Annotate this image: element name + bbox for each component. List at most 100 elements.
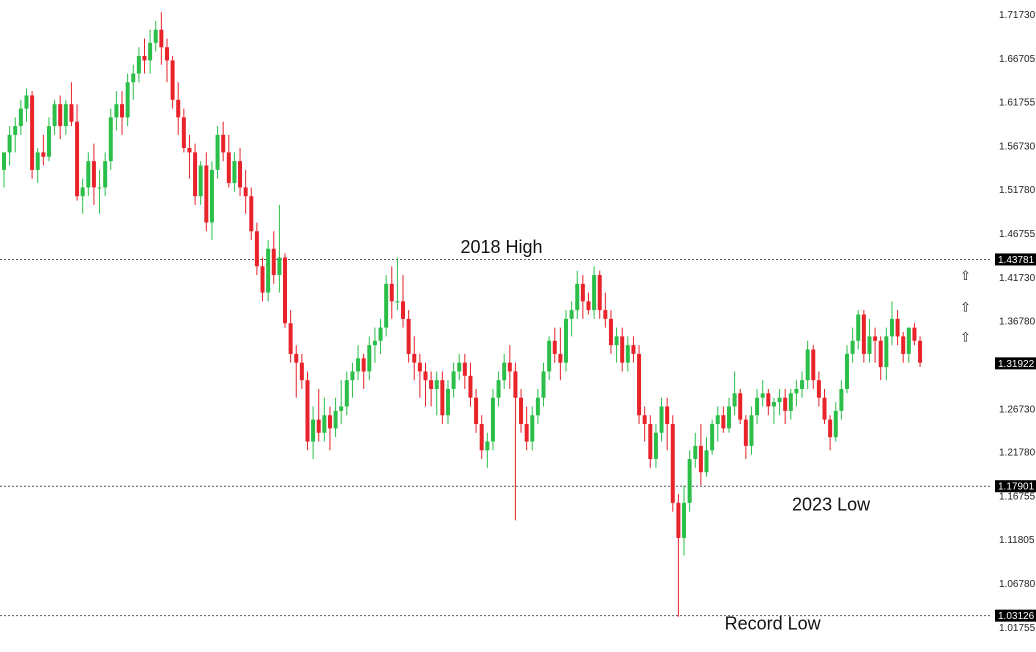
candle-down xyxy=(187,148,192,153)
candle-down xyxy=(665,406,670,424)
candle-down xyxy=(193,152,198,197)
price-markers: 1.43781 1.17901 1.03126 1.31922 xyxy=(995,253,1036,622)
candle-down xyxy=(670,424,675,503)
candle-up xyxy=(485,441,490,451)
candle-down xyxy=(249,196,254,232)
candle-up xyxy=(496,380,501,398)
candle-down xyxy=(462,362,467,376)
candle-down xyxy=(142,56,147,61)
candle-up xyxy=(136,56,141,74)
candle-up xyxy=(372,340,377,346)
y-tick-label: 1.46755 xyxy=(999,229,1036,240)
candle-up xyxy=(850,340,855,354)
up-arrow-icon: ⇧ xyxy=(960,330,971,345)
y-tick-label: 1.51780 xyxy=(999,185,1036,196)
candle-up xyxy=(490,397,495,442)
y-tick-label: 1.71730 xyxy=(999,10,1036,21)
annotation-label: 2018 High xyxy=(460,237,542,257)
candle-down xyxy=(597,275,602,311)
candle-up xyxy=(35,152,40,170)
candle-down xyxy=(552,340,557,354)
candle-down xyxy=(468,375,473,398)
candle-up xyxy=(46,126,51,157)
candle-up xyxy=(755,397,760,416)
candle-up xyxy=(715,415,720,424)
candle-up xyxy=(153,29,158,43)
candles xyxy=(2,12,923,617)
candle-up xyxy=(592,275,597,311)
candle-down xyxy=(918,340,923,363)
candle-down xyxy=(519,397,524,424)
candle-up xyxy=(749,415,754,446)
candle-down xyxy=(524,424,529,442)
candle-up xyxy=(13,126,18,135)
candle-up xyxy=(541,371,546,398)
candle-up xyxy=(356,358,361,372)
candle-up xyxy=(344,380,349,407)
candle-down xyxy=(75,121,80,197)
candle-down xyxy=(69,104,74,122)
candle-down xyxy=(440,380,445,416)
candle-up xyxy=(52,104,57,127)
y-tick-label: 1.11805 xyxy=(999,535,1035,546)
candle-up xyxy=(445,388,450,416)
candle-down xyxy=(327,415,332,429)
candle-up xyxy=(63,104,68,127)
candle-up xyxy=(564,318,568,363)
candle-up xyxy=(266,248,271,293)
candle-down xyxy=(631,345,636,354)
candle-down xyxy=(912,327,917,341)
candle-up xyxy=(535,397,540,416)
candle-up xyxy=(395,301,400,303)
y-tick-label: 1.21780 xyxy=(999,448,1036,459)
candle-up xyxy=(833,410,838,438)
candle-up xyxy=(788,393,793,411)
price-marker-box xyxy=(995,253,1036,266)
candle-down xyxy=(221,134,226,153)
candle-up xyxy=(502,362,507,381)
candle-down xyxy=(676,502,681,538)
candle-up xyxy=(693,445,698,460)
price-marker-box xyxy=(995,609,1036,622)
candle-up xyxy=(530,415,535,442)
candle-up xyxy=(777,397,782,403)
y-tick-label: 1.01755 xyxy=(999,623,1036,634)
candle-down xyxy=(822,397,827,420)
candle-up xyxy=(209,169,214,223)
candle-down xyxy=(406,318,411,354)
price-marker-label: 1.03126 xyxy=(998,611,1035,622)
candle-down xyxy=(288,323,293,354)
candle-down xyxy=(474,397,479,424)
candle-down xyxy=(878,340,883,368)
candle-down xyxy=(743,419,748,446)
candle-up xyxy=(845,353,849,389)
candle-up xyxy=(726,406,731,429)
candle-up xyxy=(659,406,664,433)
candle-up xyxy=(80,187,85,197)
candle-down xyxy=(120,104,125,118)
candle-down xyxy=(260,266,265,293)
candle-down xyxy=(159,29,164,48)
y-tick-label: 1.56730 xyxy=(999,141,1036,152)
candle-up xyxy=(18,108,23,127)
candle-down xyxy=(637,353,642,416)
candle-down xyxy=(30,95,35,170)
candle-down xyxy=(294,353,299,363)
candle-down xyxy=(58,104,63,127)
candle-up xyxy=(451,371,456,389)
candle-down xyxy=(608,318,613,346)
annotation-label: 2023 Low xyxy=(792,495,871,515)
candle-up xyxy=(384,283,389,328)
candle-up xyxy=(232,161,237,184)
candle-up xyxy=(614,336,619,346)
candle-up xyxy=(125,82,130,118)
candle-up xyxy=(732,393,737,407)
y-tick-label: 1.41730 xyxy=(999,273,1036,284)
candle-down xyxy=(721,415,726,429)
candle-up xyxy=(114,104,119,118)
price-axis: 1.71730 1.66705 1.61755 1.56730 1.51780 1.467… xyxy=(999,10,1036,634)
candle-up xyxy=(625,345,630,363)
candle-up xyxy=(687,459,692,503)
candle-up xyxy=(86,161,91,188)
candle-down xyxy=(254,231,259,267)
